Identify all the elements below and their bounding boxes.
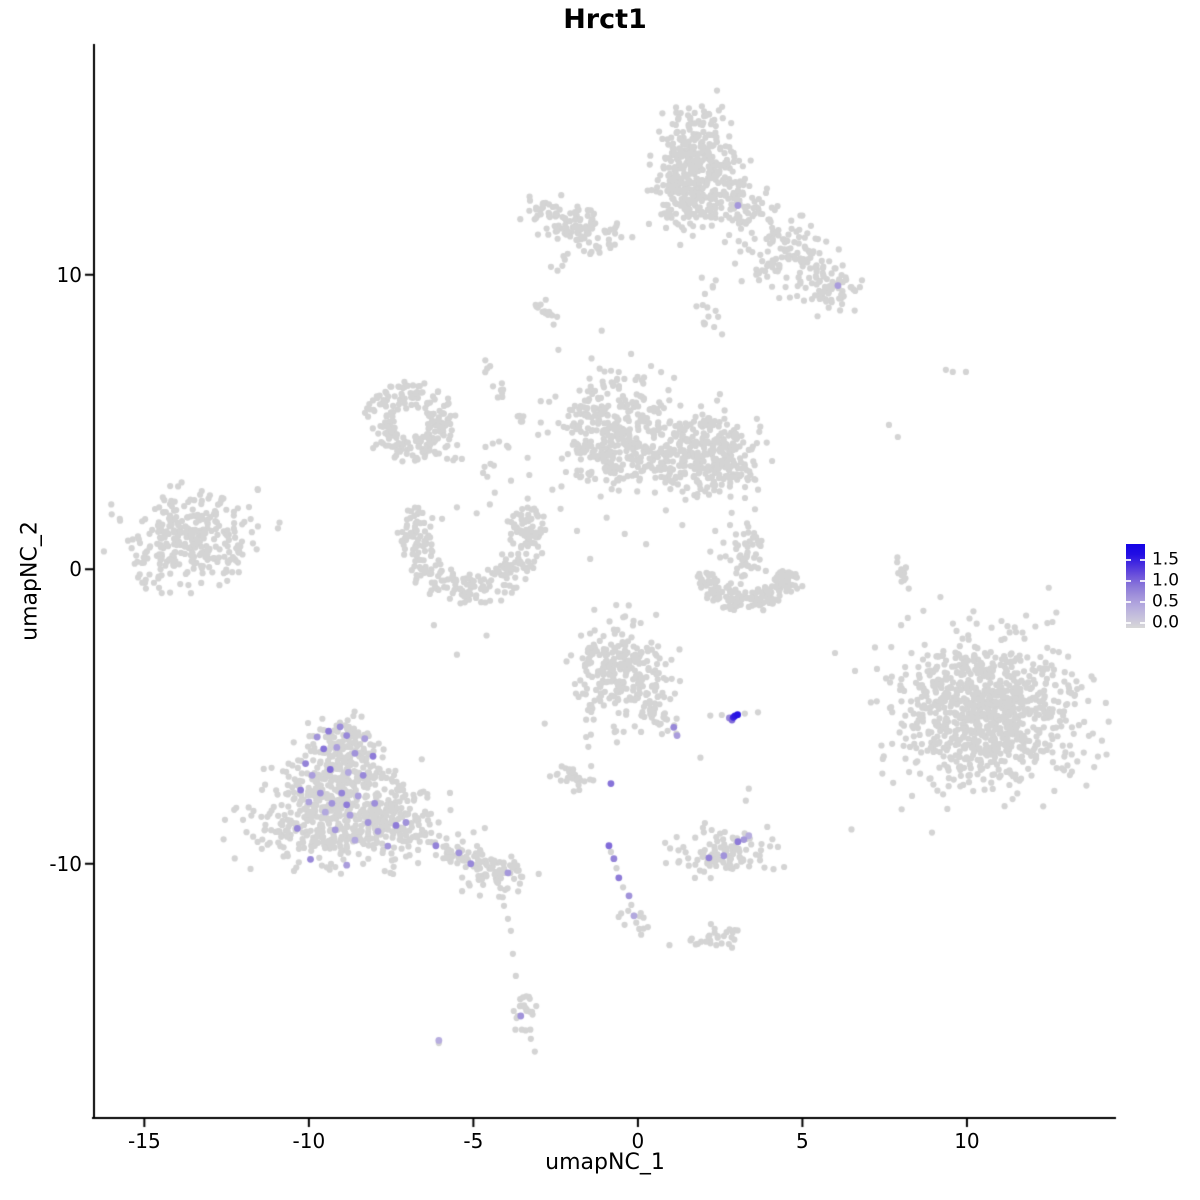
y-tick-label: 0 bbox=[69, 557, 82, 582]
legend-label-0-5: 0.5 bbox=[1152, 591, 1180, 612]
x-tick-label: -10 bbox=[292, 1129, 326, 1153]
legend-tick-mark bbox=[1140, 580, 1145, 583]
legend-label-0-0: 0.0 bbox=[1152, 612, 1180, 633]
legend-tick-mark bbox=[1126, 601, 1131, 604]
legend-tick-mark bbox=[1126, 622, 1131, 625]
legend-tick-mark bbox=[1126, 559, 1131, 562]
x-tick-label: -5 bbox=[463, 1129, 484, 1153]
legend-tick-mark bbox=[1140, 559, 1145, 562]
x-axis-label: umapNC_1 bbox=[545, 1150, 665, 1175]
legend-label-1-0: 1.0 bbox=[1152, 570, 1180, 591]
legend-colorbar: 1.5 1.0 0.5 0.0 bbox=[1126, 544, 1200, 634]
x-tick-label: 10 bbox=[954, 1129, 980, 1153]
y-tick-label: -10 bbox=[49, 851, 82, 876]
x-tick-label: -15 bbox=[128, 1129, 161, 1153]
legend-gradient-bar bbox=[1126, 544, 1145, 628]
x-tick-label: 0 bbox=[631, 1129, 645, 1153]
legend-tick-mark bbox=[1126, 580, 1131, 583]
legend-tick-mark bbox=[1140, 622, 1145, 625]
y-tick-label: 10 bbox=[56, 262, 82, 287]
plot-title: Hrct1 bbox=[563, 4, 647, 35]
legend-tick-mark bbox=[1140, 601, 1145, 604]
legend-label-1-5: 1.5 bbox=[1152, 549, 1180, 570]
x-tick-label: 5 bbox=[796, 1129, 809, 1153]
